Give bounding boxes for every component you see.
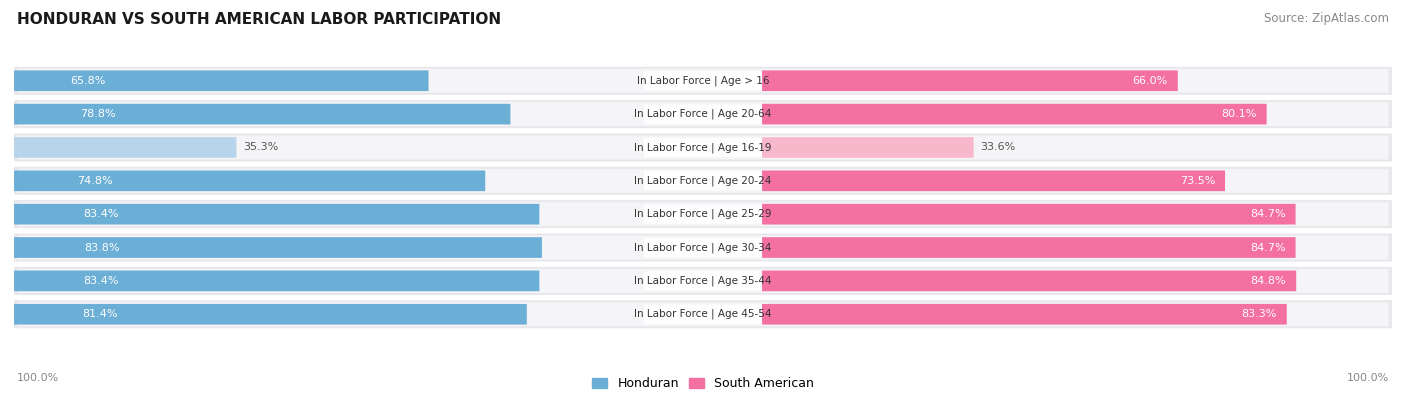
FancyBboxPatch shape: [644, 104, 762, 124]
Text: 100.0%: 100.0%: [1347, 373, 1389, 383]
Text: 84.8%: 84.8%: [1251, 276, 1286, 286]
FancyBboxPatch shape: [14, 137, 236, 158]
FancyBboxPatch shape: [17, 302, 1389, 326]
FancyBboxPatch shape: [762, 271, 1296, 291]
FancyBboxPatch shape: [14, 300, 1392, 328]
FancyBboxPatch shape: [14, 70, 429, 91]
FancyBboxPatch shape: [14, 200, 1392, 228]
FancyBboxPatch shape: [644, 305, 762, 324]
FancyBboxPatch shape: [644, 171, 762, 190]
FancyBboxPatch shape: [14, 167, 1392, 195]
Text: 33.6%: 33.6%: [980, 143, 1015, 152]
Text: 84.7%: 84.7%: [1250, 209, 1285, 219]
FancyBboxPatch shape: [17, 235, 1389, 260]
Text: 83.8%: 83.8%: [84, 243, 120, 252]
FancyBboxPatch shape: [14, 104, 510, 124]
FancyBboxPatch shape: [762, 237, 1295, 258]
Text: 83.3%: 83.3%: [1241, 309, 1277, 319]
FancyBboxPatch shape: [14, 204, 540, 224]
Text: 80.1%: 80.1%: [1222, 109, 1257, 119]
FancyBboxPatch shape: [762, 70, 1178, 91]
FancyBboxPatch shape: [762, 304, 1286, 325]
Text: In Labor Force | Age 20-24: In Labor Force | Age 20-24: [634, 175, 772, 186]
Text: 84.7%: 84.7%: [1250, 243, 1285, 252]
Text: In Labor Force | Age 35-44: In Labor Force | Age 35-44: [634, 276, 772, 286]
Text: 74.8%: 74.8%: [77, 176, 112, 186]
Legend: Honduran, South American: Honduran, South American: [588, 372, 818, 395]
FancyBboxPatch shape: [14, 134, 1392, 162]
Text: 78.8%: 78.8%: [80, 109, 115, 119]
FancyBboxPatch shape: [14, 271, 540, 291]
FancyBboxPatch shape: [14, 267, 1392, 295]
FancyBboxPatch shape: [762, 204, 1295, 224]
FancyBboxPatch shape: [14, 237, 541, 258]
Text: 83.4%: 83.4%: [84, 276, 120, 286]
Text: 83.4%: 83.4%: [84, 209, 120, 219]
Text: In Labor Force | Age 20-64: In Labor Force | Age 20-64: [634, 109, 772, 119]
FancyBboxPatch shape: [17, 69, 1389, 93]
FancyBboxPatch shape: [14, 304, 527, 325]
Text: In Labor Force | Age 16-19: In Labor Force | Age 16-19: [634, 142, 772, 153]
Text: In Labor Force | Age > 16: In Labor Force | Age > 16: [637, 75, 769, 86]
FancyBboxPatch shape: [762, 171, 1225, 191]
FancyBboxPatch shape: [17, 269, 1389, 293]
Text: In Labor Force | Age 45-54: In Labor Force | Age 45-54: [634, 309, 772, 320]
FancyBboxPatch shape: [644, 71, 762, 90]
Text: 81.4%: 81.4%: [82, 309, 118, 319]
FancyBboxPatch shape: [762, 104, 1267, 124]
FancyBboxPatch shape: [14, 100, 1392, 128]
FancyBboxPatch shape: [14, 233, 1392, 261]
FancyBboxPatch shape: [644, 238, 762, 257]
FancyBboxPatch shape: [17, 169, 1389, 193]
Text: 65.8%: 65.8%: [70, 76, 105, 86]
FancyBboxPatch shape: [14, 171, 485, 191]
FancyBboxPatch shape: [762, 137, 974, 158]
FancyBboxPatch shape: [644, 271, 762, 291]
Text: Source: ZipAtlas.com: Source: ZipAtlas.com: [1264, 12, 1389, 25]
Text: 73.5%: 73.5%: [1180, 176, 1215, 186]
FancyBboxPatch shape: [17, 135, 1389, 160]
Text: HONDURAN VS SOUTH AMERICAN LABOR PARTICIPATION: HONDURAN VS SOUTH AMERICAN LABOR PARTICI…: [17, 12, 501, 27]
FancyBboxPatch shape: [17, 102, 1389, 126]
Text: 100.0%: 100.0%: [17, 373, 59, 383]
FancyBboxPatch shape: [14, 67, 1392, 95]
FancyBboxPatch shape: [644, 138, 762, 157]
FancyBboxPatch shape: [644, 205, 762, 224]
Text: In Labor Force | Age 30-34: In Labor Force | Age 30-34: [634, 242, 772, 253]
Text: In Labor Force | Age 25-29: In Labor Force | Age 25-29: [634, 209, 772, 220]
Text: 35.3%: 35.3%: [243, 143, 278, 152]
FancyBboxPatch shape: [17, 202, 1389, 226]
Text: 66.0%: 66.0%: [1133, 76, 1168, 86]
